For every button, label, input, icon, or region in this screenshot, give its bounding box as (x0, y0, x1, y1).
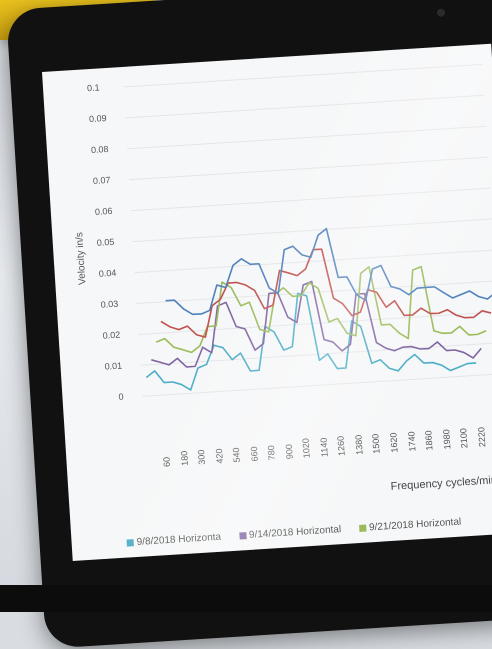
y-tick-label: 0.1 (86, 82, 100, 94)
series-line (165, 227, 492, 316)
legend-swatch (358, 524, 367, 532)
series-line (160, 248, 492, 338)
x-tick-label: 1260 (335, 435, 348, 457)
gridline (126, 125, 487, 150)
x-tick-label: 60 (161, 456, 173, 468)
x-tick-label: 300 (196, 449, 208, 466)
y-tick-label: 0.07 (92, 174, 111, 187)
y-tick-label: 0.09 (88, 113, 107, 125)
series-line (145, 292, 477, 391)
camera-icon (436, 8, 446, 17)
x-tick-label: 2220 (475, 426, 488, 448)
y-tick-label: 0.01 (104, 360, 123, 372)
series-line (151, 280, 482, 368)
legend-swatch (126, 539, 134, 547)
gridline (142, 373, 492, 397)
y-tick-label: 0.05 (96, 236, 115, 248)
x-tick-label: 540 (231, 447, 243, 463)
y-tick-label: 0.08 (90, 143, 109, 156)
x-tick-label: 1380 (353, 434, 365, 456)
x-tick-label: 1500 (370, 433, 383, 455)
series-line (155, 265, 487, 354)
y-tick-label: 0.04 (98, 267, 117, 279)
y-tick-label: 0.06 (94, 205, 113, 217)
gridline (134, 249, 492, 274)
gridline (128, 156, 489, 181)
x-tick-label: 2100 (458, 427, 470, 449)
x-tick-label: 1740 (405, 431, 418, 452)
x-tick-label: 1140 (318, 437, 330, 458)
x-tick-label: 660 (248, 446, 260, 462)
chart (123, 63, 492, 397)
gridline (123, 63, 483, 88)
x-tick-label: 780 (266, 445, 278, 461)
tablet-bottom-bezel (0, 585, 492, 612)
gridline (132, 218, 492, 243)
gridline (125, 94, 485, 119)
x-tick-label: 180 (178, 450, 190, 467)
y-tick-label: 0.02 (102, 329, 121, 341)
y-tick-label: 0 (118, 391, 124, 402)
x-tick-label: 1980 (440, 429, 453, 450)
tablet-screen: 0.1 0.09 0.08 0.07 0.06 0.05 0.04 0.03 0.02 0.01 0… (42, 43, 492, 562)
x-tick-label: 1620 (388, 432, 400, 453)
x-tick-label: 1860 (423, 430, 435, 451)
gridline (130, 187, 491, 212)
x-tick-label: 420 (213, 448, 225, 464)
y-tick-label: 0.03 (100, 298, 119, 310)
gridline (140, 342, 492, 366)
legend-swatch (238, 532, 247, 540)
gridline (136, 280, 492, 305)
x-tick-label: 1020 (300, 437, 313, 459)
x-tick-label: 900 (283, 443, 295, 460)
gridline (138, 311, 492, 335)
